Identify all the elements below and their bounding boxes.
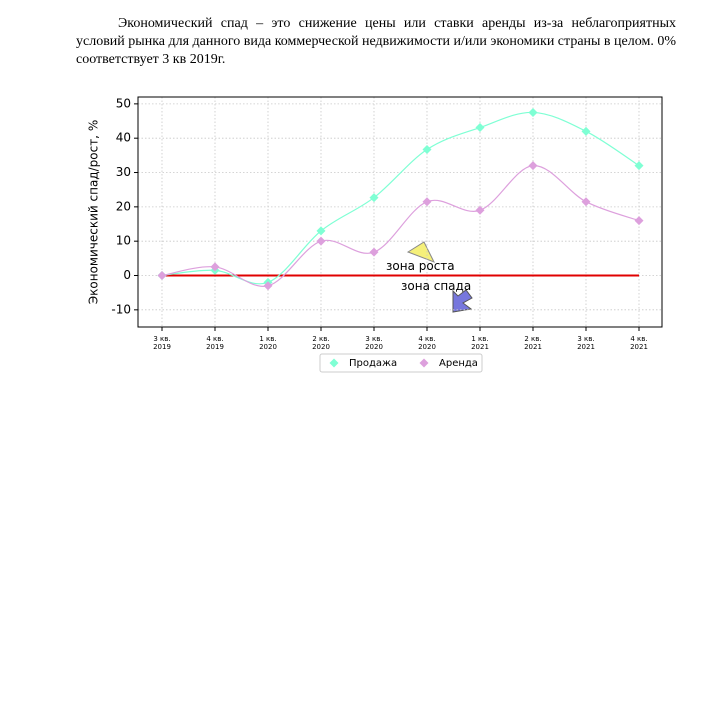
data-point: [157, 271, 167, 281]
data-point: [316, 226, 326, 236]
y-tick-label: -10: [111, 302, 131, 316]
data-point: [422, 145, 432, 155]
annotation: зона спада: [401, 279, 472, 293]
x-tick-label: 4 кв. 2021: [630, 335, 648, 351]
legend-box: [319, 353, 483, 373]
data-point: [475, 123, 485, 133]
y-tick-label: 40: [116, 131, 131, 145]
x-tick-label: 3 кв. 2020: [365, 335, 383, 351]
data-point: [210, 262, 220, 272]
data-point: [581, 197, 591, 207]
legend-marker: [419, 358, 429, 368]
growth-arrow: [406, 241, 436, 263]
data-point: [581, 126, 591, 136]
legend-label: Аренда: [439, 358, 478, 369]
decline-arrow: [452, 289, 473, 313]
plot-frame: [137, 96, 663, 328]
x-tick-label: 2 кв. 2020: [312, 335, 330, 351]
x-tick-label: 4 кв. 2019: [206, 335, 224, 351]
legend-marker: [329, 358, 339, 368]
x-tick-label: 1 кв. 2020: [259, 335, 277, 351]
y-tick-label: 20: [116, 199, 131, 213]
y-tick-label: 0: [123, 268, 131, 282]
data-point: [369, 193, 379, 203]
paragraph: Экономический спад – это снижение цены и…: [76, 16, 676, 67]
x-tick-label: 3 кв. 2021: [577, 335, 595, 351]
data-point: [634, 161, 644, 171]
data-point: [369, 247, 379, 257]
data-point: [528, 161, 538, 171]
y-tick-label: 30: [116, 165, 131, 179]
legend-label: Продажа: [349, 358, 397, 369]
data-point: [634, 216, 644, 226]
annotation: зона роста: [386, 259, 455, 273]
y-tick-label: 50: [116, 96, 131, 110]
x-tick-label: 3 кв. 2019: [153, 335, 171, 351]
y-axis-label: Экономический спад/рост, %: [87, 120, 101, 304]
data-point: [475, 205, 485, 215]
x-tick-label: 4 кв. 2020: [418, 335, 436, 351]
data-point: [422, 197, 432, 207]
x-tick-label: 2 кв. 2021: [524, 335, 542, 351]
x-tick-label: 1 кв. 2021: [471, 335, 489, 351]
y-tick-label: 10: [116, 234, 131, 248]
data-point: [316, 236, 326, 246]
series-line: [161, 165, 640, 287]
data-point: [528, 107, 538, 117]
data-point: [263, 281, 273, 291]
